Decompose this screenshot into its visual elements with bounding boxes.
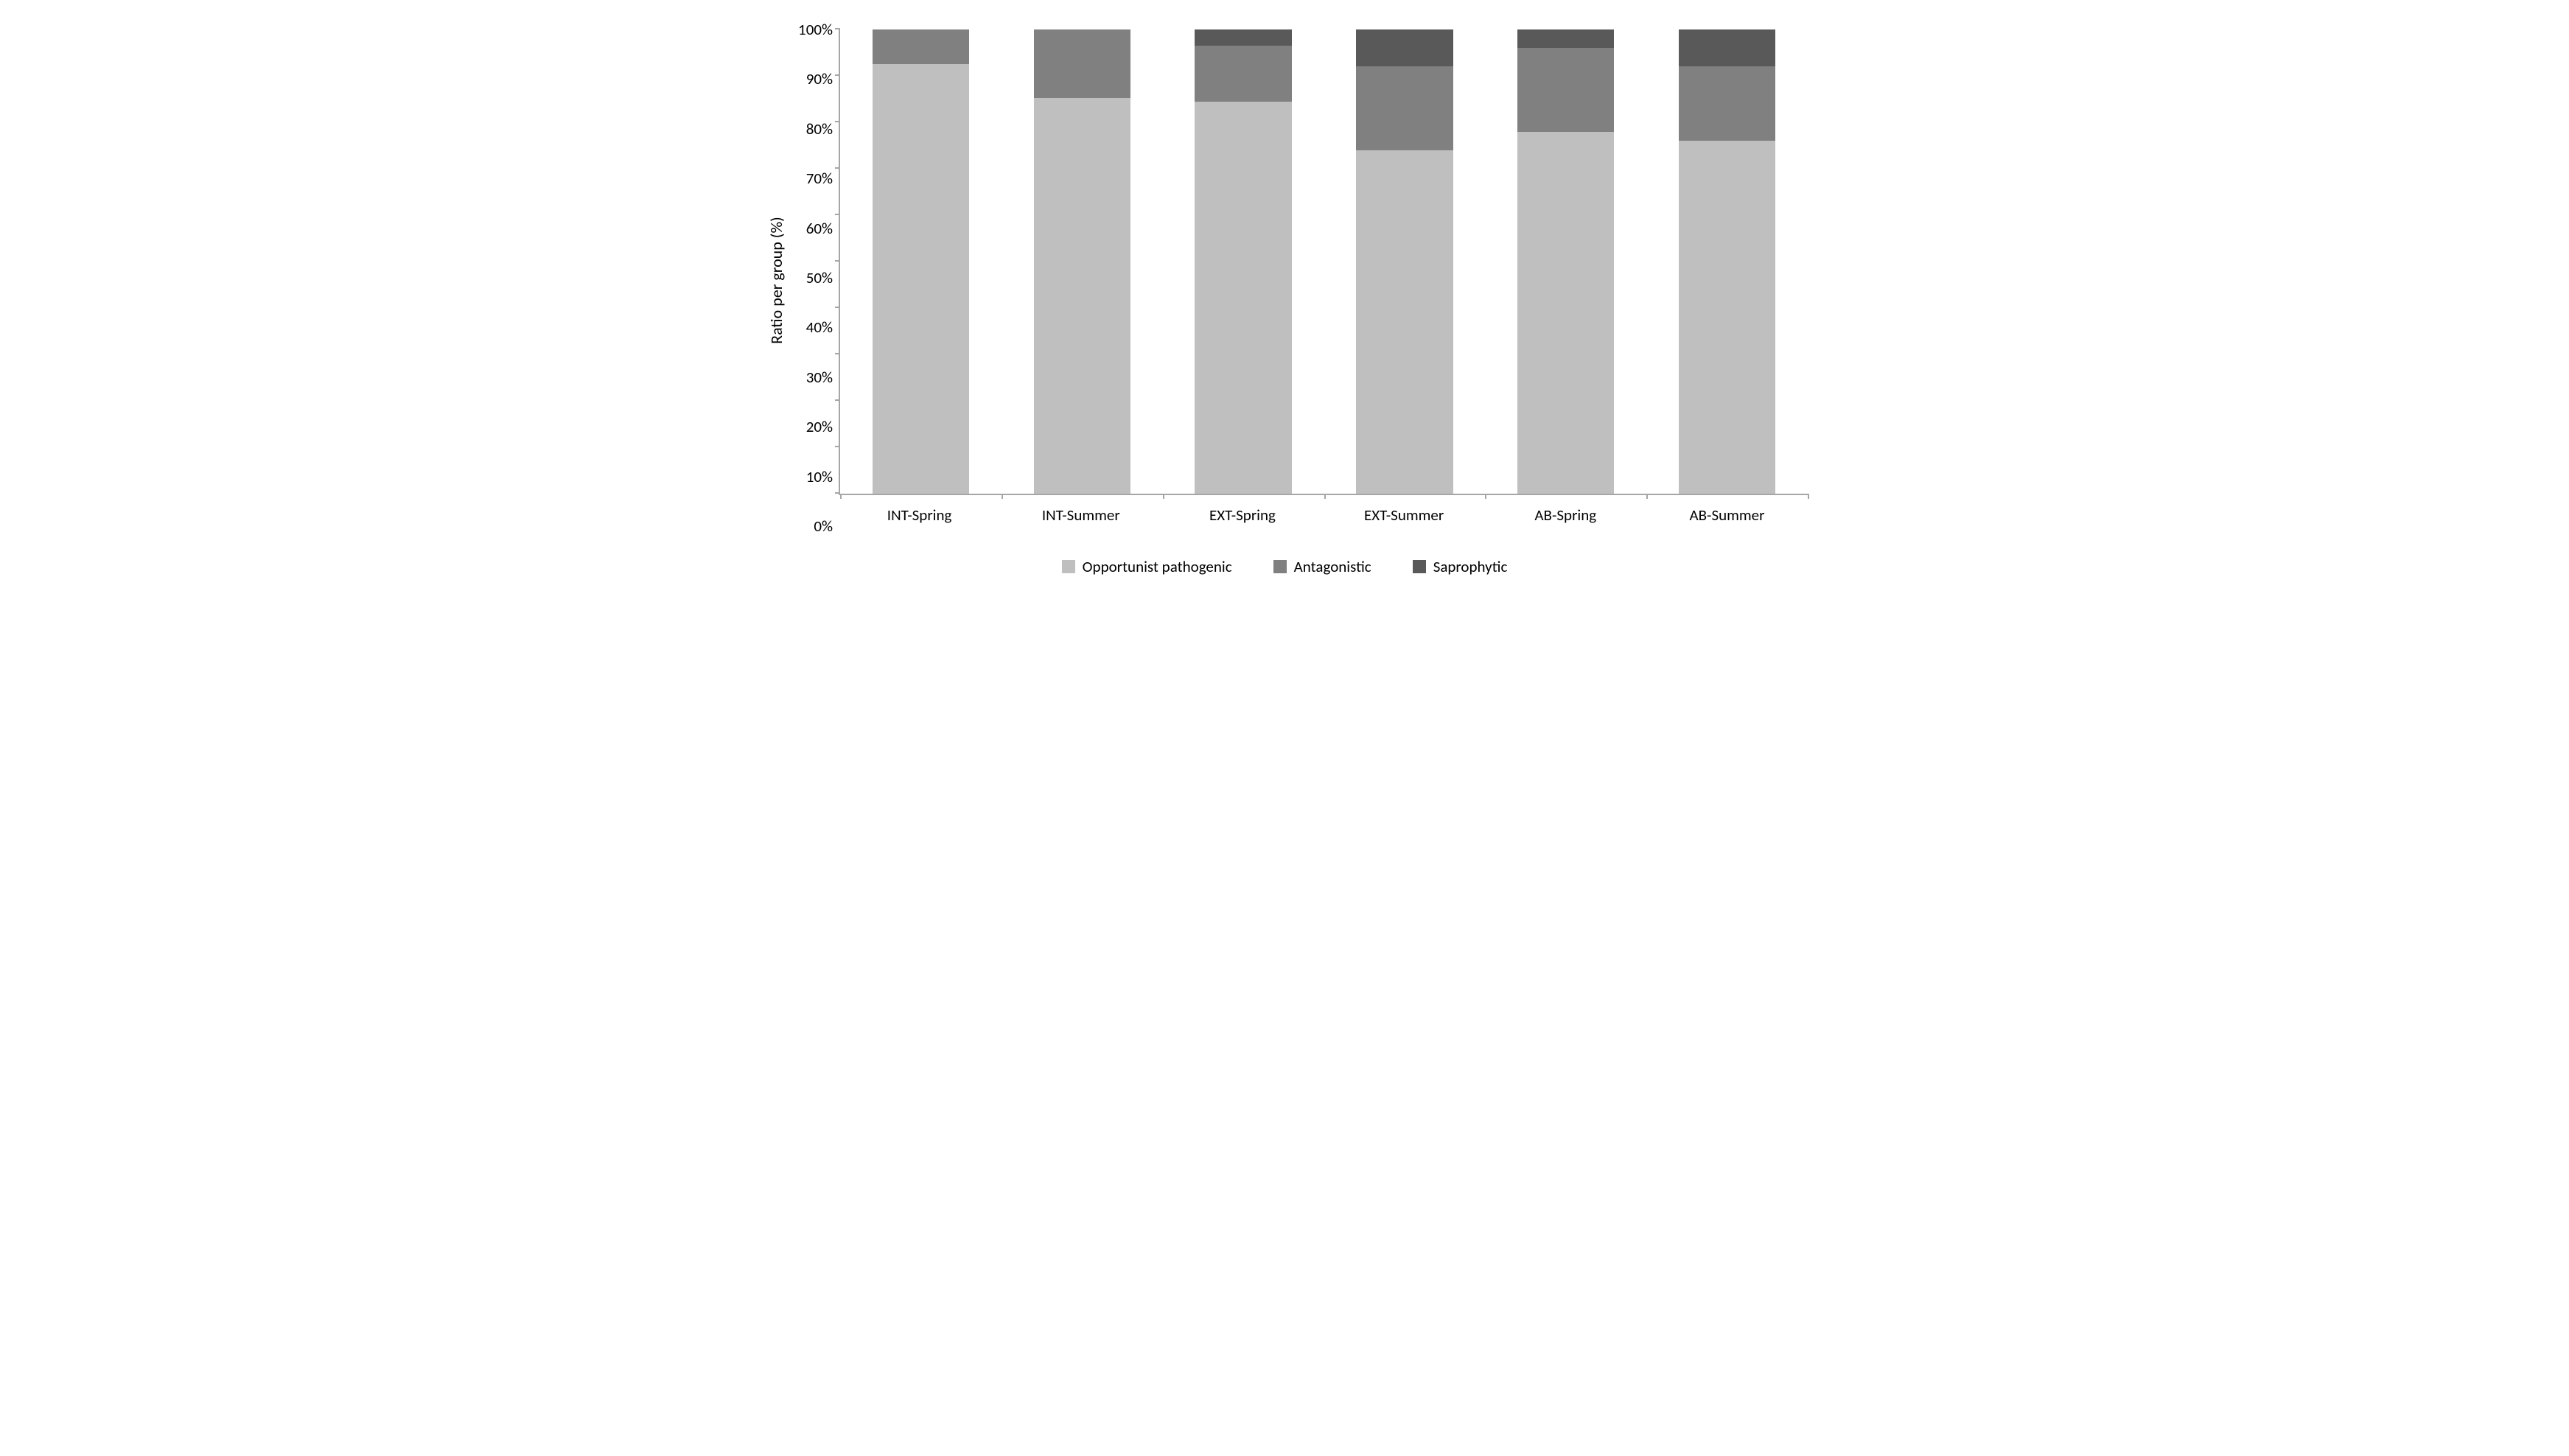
x-axis-label: EXT-Summer [1324,495,1485,531]
x-tickmark [1002,494,1003,499]
x-tickmark [1808,494,1809,499]
bar [1195,29,1291,494]
x-axis-label: INT-Summer [1000,495,1161,531]
y-axis-label: Ratio per group (%) [766,217,786,344]
legend-label: Opportunist pathogenic [1083,557,1232,576]
x-tickmark [1163,494,1164,499]
x-tickmark [1485,494,1486,499]
bar [1356,29,1453,494]
legend-label: Antagonistic [1294,557,1371,576]
legend-item: Saprophytic [1413,557,1508,576]
x-axis-label: INT-Spring [839,495,1000,531]
bar-slot [1646,29,1808,494]
bar-segment [1356,66,1453,150]
x-tickmark [840,494,842,499]
x-axis-labels: INT-SpringINT-SummerEXT-SpringEXT-Summer… [839,495,1808,531]
bar-slot [1002,29,1163,494]
bar-segment [1195,29,1291,46]
x-axis-label: EXT-Spring [1161,495,1323,531]
y-tickmark [835,28,840,29]
bar-segment [873,29,969,64]
legend: Opportunist pathogenic Antagonistic Saprop… [761,531,1808,576]
y-tickmark [835,353,840,354]
x-axis-label: AB-Spring [1485,495,1646,531]
bar [1517,29,1614,494]
bar-segment [1195,46,1291,102]
bar-slot [1324,29,1485,494]
bar-segment [1517,29,1614,48]
bars-container [840,29,1808,494]
bar-segment [1679,66,1775,141]
bar-slot [1163,29,1324,494]
y-tickmark [835,214,840,215]
legend-label: Saprophytic [1433,557,1508,576]
legend-item: Antagonistic [1273,557,1371,576]
y-tickmark [835,446,840,447]
bar-segment [1517,132,1614,494]
plot-area [839,29,1808,495]
legend-item: Opportunist pathogenic [1062,557,1232,576]
x-tickmark [1324,494,1326,499]
bar-segment [1679,141,1775,494]
legend-swatch [1273,560,1287,573]
bar-segment [1356,150,1453,494]
y-axis-label-box: Ratio per group (%) [761,29,791,531]
bar-segment [1517,48,1614,131]
bar-segment [1034,98,1130,494]
stacked-bar-chart: Ratio per group (%) 100%90%80%70%60%50%4… [761,29,1808,623]
y-tickmark [835,492,840,494]
y-axis: 100%90%80%70%60%50%40%30%20%10%0% [791,29,839,531]
y-tickmark [835,121,840,122]
bar [1679,29,1775,494]
plot-column: INT-SpringINT-SummerEXT-SpringEXT-Summer… [839,29,1808,531]
x-axis-label: AB-Summer [1646,495,1808,531]
bar [873,29,969,494]
y-tickmark [835,260,840,262]
y-tickmark [835,74,840,76]
legend-swatch [1062,560,1075,573]
x-tickmark [1646,494,1648,499]
y-tickmark [835,307,840,308]
bar [1034,29,1130,494]
y-tickmark [835,399,840,401]
bar-slot [1485,29,1646,494]
y-tickmark [835,167,840,169]
bar-segment [1034,29,1130,98]
bar-segment [1679,29,1775,66]
legend-swatch [1413,560,1426,573]
bar-segment [1356,29,1453,66]
bar-segment [873,64,969,494]
bar-segment [1195,102,1291,494]
chart-body: Ratio per group (%) 100%90%80%70%60%50%4… [761,29,1808,531]
bar-slot [840,29,1002,494]
